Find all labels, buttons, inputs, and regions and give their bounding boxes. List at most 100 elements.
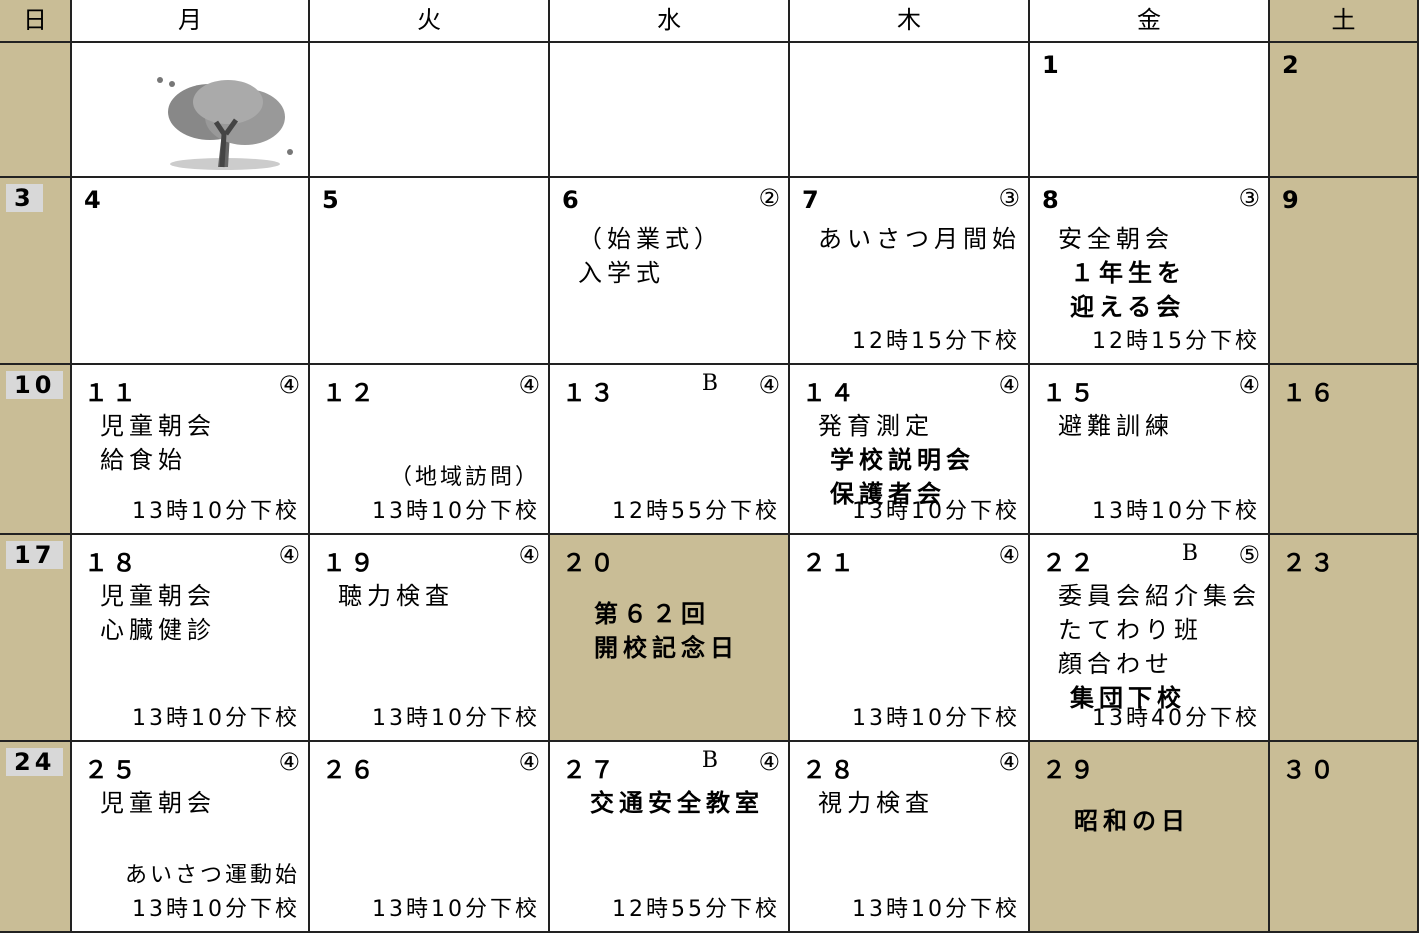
day-cell: 24: [0, 742, 72, 933]
events: 委員会紹介集会 たてわり班 顔合わせ 集団下校: [1058, 579, 1262, 715]
day-cell: １４ ④ 発育測定 学校説明会 保護者会 13時10分下校: [790, 365, 1030, 535]
period-count: ④: [998, 371, 1020, 399]
day-cell: １１ ④ 児童朝会 給食始 13時10分下校: [72, 365, 310, 535]
dismissal: 13時10分下校: [372, 893, 540, 927]
day-number: ２７: [562, 756, 618, 784]
day-cell: ２９ 昭和の日: [1030, 742, 1270, 933]
day-cell: ２８ ④ 視力検査 13時10分下校: [790, 742, 1030, 933]
dismissal-text: 13時10分下校: [132, 706, 300, 731]
events: 安全朝会 １年生を 迎える会: [1058, 222, 1262, 324]
dismissal: 13時10分下校: [132, 702, 300, 736]
events: 児童朝会 給食始: [100, 409, 302, 477]
day-number: 7: [802, 186, 823, 214]
events: 第６２回 開校記念日: [594, 597, 782, 665]
day-number: 9: [1282, 186, 1303, 214]
dismissal: （地域訪問） 13時10分下校: [372, 461, 540, 529]
day-cell: ２５ ④ 児童朝会あいさつ運動始 13時10分下校: [72, 742, 310, 933]
events: 視力検査: [818, 786, 1022, 820]
day-cell: 17: [0, 535, 72, 742]
period-count: ④: [518, 371, 540, 399]
dismissal-text: 13時10分下校: [372, 499, 540, 524]
day-number: 1: [1042, 51, 1063, 79]
day-cell: 3: [0, 178, 72, 365]
dismissal-text: （地域訪問）: [389, 465, 540, 490]
day-number: ２０: [562, 549, 618, 577]
period-count: ③: [998, 184, 1020, 212]
dismissal-text: 13時10分下校: [132, 499, 300, 524]
day-cell: ２０ 第６２回 開校記念日: [550, 535, 790, 742]
dismissal: 12時15分下校: [1092, 325, 1260, 359]
event: あいさつ月間始: [818, 225, 1021, 253]
event: 給食始: [100, 446, 187, 474]
period-count: ④: [278, 541, 300, 569]
day-number: ２６: [322, 756, 378, 784]
event: 児童朝会: [100, 582, 216, 610]
dismissal-text: 13時10分下校: [372, 706, 540, 731]
event: 視力検査: [818, 789, 934, 817]
day-cell: [72, 43, 310, 178]
event: 安全朝会: [1058, 225, 1174, 253]
day-number: ３０: [1282, 756, 1338, 784]
weekday-header: 水: [550, 0, 790, 43]
weekday-header: 月: [72, 0, 310, 43]
events: 聴力検査: [338, 579, 542, 613]
weekday-header: 金: [1030, 0, 1270, 43]
weekday-header: 火: [310, 0, 550, 43]
event: 入学式: [578, 259, 665, 287]
dismissal-text: 13時10分下校: [852, 706, 1020, 731]
dismissal-text: 12時55分下校: [612, 499, 780, 524]
day-number: １４: [802, 379, 858, 407]
dismissal: 13時10分下校: [852, 893, 1020, 927]
day-number: 17: [6, 541, 64, 569]
dismissal-text: あいさつ運動始: [124, 863, 300, 888]
events: 発育測定 学校説明会 保護者会: [818, 409, 1022, 511]
day-number: 2: [1282, 51, 1303, 79]
event: 聴力検査: [338, 582, 454, 610]
day-cell: 8 ③ 安全朝会 １年生を 迎える会 12時15分下校: [1030, 178, 1270, 365]
period-count: ④: [278, 748, 300, 776]
group-mark: B: [701, 371, 718, 396]
dismissal-text: 12時15分下校: [1092, 329, 1260, 354]
events: 児童朝会 心臓健診: [100, 579, 302, 647]
period-count: ②: [758, 184, 780, 212]
day-number: ２３: [1282, 549, 1338, 577]
day-number: ２２: [1042, 549, 1098, 577]
dismissal-text: 13時10分下校: [132, 897, 300, 922]
dismissal-text: 12時55分下校: [612, 897, 780, 922]
day-cell: １２ ④ （地域訪問） 13時10分下校: [310, 365, 550, 535]
dismissal-text: 13時10分下校: [852, 499, 1020, 524]
event: 児童朝会: [100, 412, 216, 440]
events: 避難訓練: [1058, 409, 1262, 443]
event: 児童朝会: [100, 789, 216, 817]
weekday-header: 日: [0, 0, 72, 43]
event: 保護者会: [830, 480, 946, 508]
dismissal-text: 12時15分下校: [852, 329, 1020, 354]
day-number: 8: [1042, 186, 1063, 214]
dismissal: 13時10分下校: [852, 702, 1020, 736]
day-number: ２８: [802, 756, 858, 784]
dismissal-text: 13時40分下校: [1092, 706, 1260, 731]
day-cell: ２７ B ④ 交通安全教室 12時55分下校: [550, 742, 790, 933]
dismissal: あいさつ運動始 13時10分下校: [125, 859, 300, 927]
event: 顔合わせ: [1058, 650, 1174, 678]
event: 昭和の日: [1074, 807, 1190, 835]
event: 交通安全教室: [590, 789, 764, 817]
day-number: ２５: [84, 756, 140, 784]
dismissal: 13時10分下校: [132, 495, 300, 529]
dismissal: 13時10分下校: [852, 495, 1020, 529]
event: 学校説明会: [830, 446, 975, 474]
day-number: １１: [84, 379, 140, 407]
weekday-header: 土: [1270, 0, 1419, 43]
period-count: ⑤: [1238, 541, 1260, 569]
period-count: ④: [518, 748, 540, 776]
group-mark: B: [1181, 541, 1198, 566]
day-cell: ２２ B ⑤ 委員会紹介集会 たてわり班 顔合わせ 集団下校 13時40分下校: [1030, 535, 1270, 742]
day-number: １６: [1282, 379, 1338, 407]
period-count: ③: [1238, 184, 1260, 212]
dismissal-text: 13時10分下校: [1092, 499, 1260, 524]
day-number: 4: [84, 186, 105, 214]
event: 開校記念日: [594, 634, 739, 662]
period-count: ④: [998, 748, 1020, 776]
events: あいさつ月間始: [818, 222, 1022, 256]
